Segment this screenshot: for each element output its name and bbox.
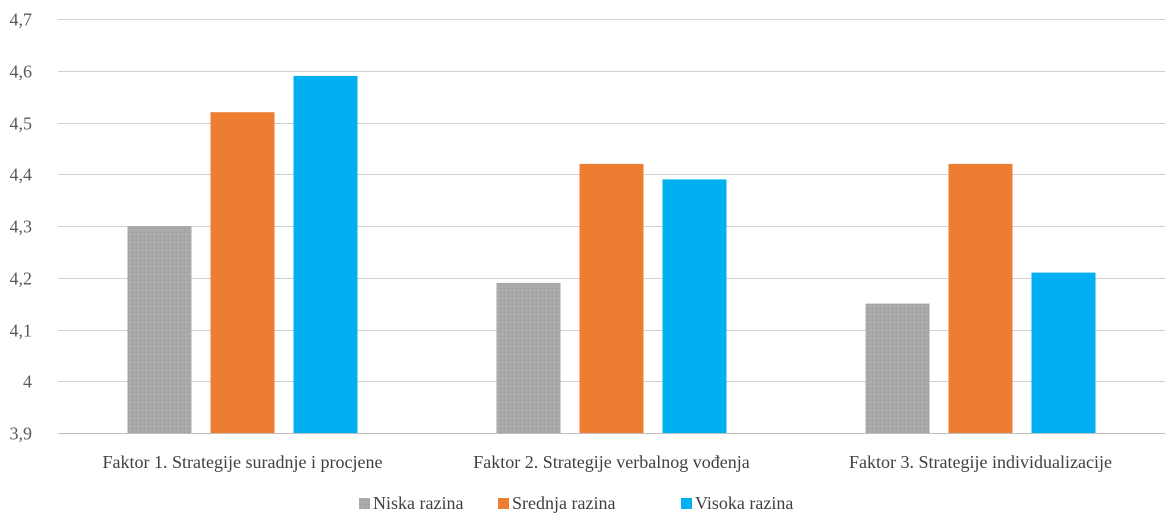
x-axis-tick-labels: Faktor 1. Strategije suradnje i procjene… bbox=[103, 452, 1112, 472]
legend: Niska razina Srednja razina Visoka razina bbox=[359, 493, 793, 513]
category-label: Faktor 3. Strategije individualizacije bbox=[849, 452, 1112, 472]
bar-srednja-razina bbox=[948, 163, 1013, 433]
y-tick-label: 4,1 bbox=[10, 321, 33, 341]
bar-niska-razina bbox=[865, 303, 930, 433]
y-axis-tick-labels: 3,9 4 4,1 4,2 4,3 4,4 4,5 4,6 4,7 bbox=[10, 10, 33, 444]
legend-label: Niska razina bbox=[373, 493, 463, 513]
category-label: Faktor 1. Strategije suradnje i procjene bbox=[103, 452, 383, 472]
bar-srednja-razina bbox=[210, 112, 275, 433]
y-tick-label: 4,7 bbox=[10, 10, 33, 30]
y-tick-label: 4,5 bbox=[10, 114, 33, 134]
bar-visoka-razina bbox=[662, 179, 727, 433]
y-tick-label: 3,9 bbox=[10, 424, 33, 444]
bar-visoka-razina bbox=[293, 75, 358, 434]
bars bbox=[127, 75, 1096, 434]
legend-swatch bbox=[681, 498, 692, 509]
category-label: Faktor 2. Strategije verbalnog vođenja bbox=[473, 452, 749, 472]
legend-label: Visoka razina bbox=[695, 493, 793, 513]
y-tick-label: 4 bbox=[23, 372, 32, 392]
y-tick-label: 4,2 bbox=[10, 269, 33, 289]
y-tick-label: 4,6 bbox=[10, 62, 33, 82]
bar-visoka-razina bbox=[1031, 272, 1096, 433]
y-tick-label: 4,3 bbox=[10, 217, 33, 237]
legend-swatch bbox=[359, 498, 370, 509]
bar-niska-razina bbox=[496, 282, 561, 433]
y-tick-label: 4,4 bbox=[10, 165, 33, 185]
legend-label: Srednja razina bbox=[512, 493, 615, 513]
bar-niska-razina bbox=[127, 226, 192, 433]
bar-srednja-razina bbox=[579, 163, 644, 433]
legend-swatch bbox=[498, 498, 509, 509]
